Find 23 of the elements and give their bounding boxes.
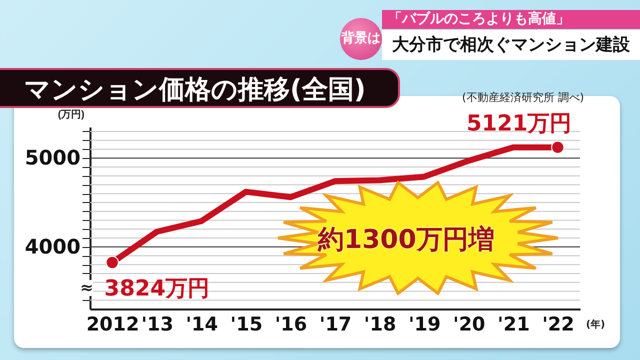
text: 「バブルのころよりも高値」 [382, 10, 640, 29]
x-tick-label: '14 [186, 314, 218, 336]
text: 背景は [340, 18, 382, 60]
y-tick-label: 4000 [24, 234, 80, 258]
x-tick-label: '16 [274, 314, 308, 336]
x-tick-label: '15 [230, 314, 263, 336]
x-tick-label: '22 [542, 314, 574, 336]
y-axis-title: (万円) [58, 110, 84, 120]
x-tick-label: 2012 [86, 314, 140, 336]
x-tick-label: '20 [453, 314, 486, 336]
text: 大分市で相次ぐマンション建設 [382, 30, 640, 60]
x-tick-label: '19 [408, 314, 441, 336]
y-tick-label: 5000 [24, 146, 80, 170]
x-tick-label: '17 [319, 314, 352, 336]
data-label: 5121万円 [466, 111, 572, 136]
text: (不動産経済研究所 調べ) [462, 90, 584, 105]
annotation: 約1300万円増 [318, 224, 494, 257]
x-tick-label: '13 [141, 314, 174, 336]
x-tick-label: '18 [364, 314, 396, 336]
x-tick-label: '21 [498, 314, 530, 336]
x-axis-title: (年) [586, 318, 606, 330]
annotation: ≈ [80, 278, 94, 297]
data-label: 3824万円 [104, 276, 210, 302]
